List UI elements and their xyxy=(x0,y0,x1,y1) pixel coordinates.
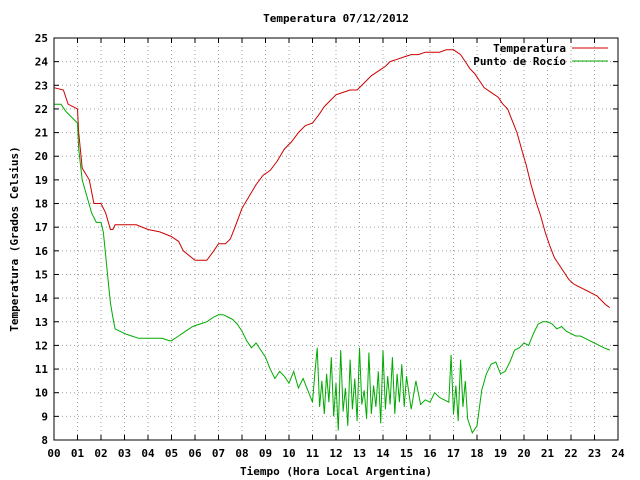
x-tick-label: 20 xyxy=(517,447,530,460)
x-tick-label: 21 xyxy=(541,447,555,460)
x-tick-label: 08 xyxy=(235,447,248,460)
legend-label: Temperatura xyxy=(493,42,566,55)
x-tick-label: 00 xyxy=(47,447,60,460)
y-tick-label: 8 xyxy=(41,434,48,447)
x-tick-label: 05 xyxy=(165,447,178,460)
y-tick-label: 18 xyxy=(35,198,48,211)
y-axis-ticks: 8 9 10 11 12 13 14 15 16 17 18 19 20 21 22 23 24 25 xyxy=(35,32,618,447)
y-tick-label: 9 xyxy=(41,410,48,423)
legend-label: Punto de Rocío xyxy=(473,55,566,68)
x-tick-label: 22 xyxy=(564,447,577,460)
y-tick-label: 13 xyxy=(35,316,48,329)
y-tick-label: 21 xyxy=(35,127,49,140)
x-tick-label: 06 xyxy=(188,447,202,460)
y-tick-label: 12 xyxy=(35,339,48,352)
series-line-0 xyxy=(53,49,611,309)
y-tick-label: 15 xyxy=(35,268,48,281)
x-tick-label: 07 xyxy=(212,447,225,460)
y-tick-label: 16 xyxy=(35,245,49,258)
x-tick-label: 19 xyxy=(494,447,507,460)
y-tick-label: 24 xyxy=(35,56,49,69)
x-tick-label: 01 xyxy=(71,447,85,460)
y-tick-label: 14 xyxy=(35,292,49,305)
x-tick-label: 17 xyxy=(447,447,460,460)
x-tick-label: 02 xyxy=(94,447,107,460)
x-tick-label: 04 xyxy=(141,447,155,460)
x-tick-label: 18 xyxy=(470,447,483,460)
x-tick-label: 13 xyxy=(353,447,366,460)
x-tick-label: 14 xyxy=(376,447,390,460)
y-tick-label: 10 xyxy=(35,387,48,400)
x-tick-label: 16 xyxy=(423,447,437,460)
x-tick-label: 03 xyxy=(118,447,131,460)
series-line-1 xyxy=(54,103,610,435)
y-tick-label: 11 xyxy=(35,363,49,376)
x-tick-label: 15 xyxy=(400,447,413,460)
y-tick-label: 17 xyxy=(35,221,48,234)
y-tick-label: 19 xyxy=(35,174,48,187)
y-axis-label: Temperatura (Grados Celsius) xyxy=(8,146,21,331)
y-tick-label: 22 xyxy=(35,103,48,116)
x-tick-label: 11 xyxy=(306,447,320,460)
y-tick-label: 25 xyxy=(35,32,48,45)
x-tick-label: 24 xyxy=(611,447,625,460)
plot-frame xyxy=(53,37,619,441)
y-tick-label: 20 xyxy=(35,150,48,163)
series-lines xyxy=(53,49,611,435)
grid-lines xyxy=(54,38,618,440)
x-tick-label: 12 xyxy=(329,447,342,460)
x-tick-label: 23 xyxy=(588,447,601,460)
chart-title: Temperatura 07/12/2012 xyxy=(263,12,409,25)
y-tick-label: 23 xyxy=(35,79,48,92)
x-axis-label: Tiempo (Hora Local Argentina) xyxy=(240,465,432,478)
x-tick-label: 09 xyxy=(259,447,272,460)
x-axis-ticks: 00 01 02 03 04 05 06 07 08 09 10 11 12 13 14 15 16 17 18 19… xyxy=(47,38,625,460)
x-tick-label: 10 xyxy=(282,447,295,460)
